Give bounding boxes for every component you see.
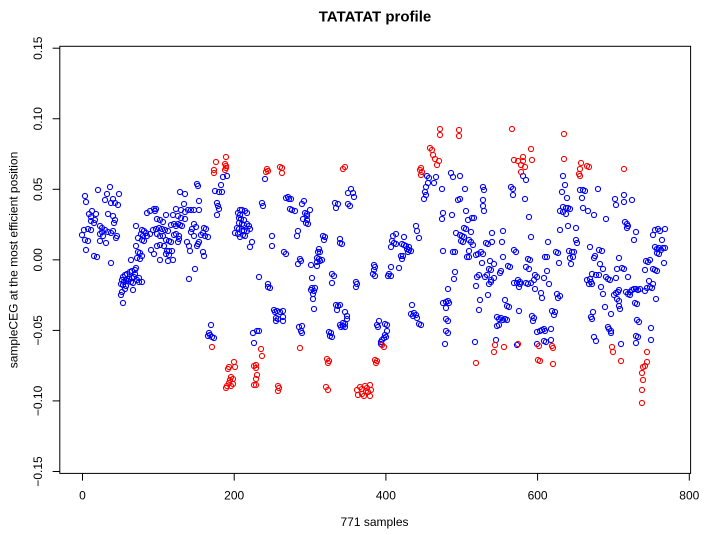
svg-text:0.00: 0.00	[31, 248, 45, 272]
svg-text:−0.15: −0.15	[31, 456, 45, 487]
svg-text:−0.05: −0.05	[31, 315, 45, 346]
svg-text:200: 200	[224, 489, 244, 503]
svg-text:sampleCEG at the most efficien: sampleCEG at the most efficient position	[7, 152, 21, 369]
svg-text:−0.10: −0.10	[31, 385, 45, 416]
svg-text:0.15: 0.15	[31, 36, 45, 60]
svg-text:800: 800	[679, 489, 699, 503]
svg-text:0.05: 0.05	[31, 177, 45, 201]
svg-text:0: 0	[79, 489, 86, 503]
svg-text:771 samples: 771 samples	[340, 515, 408, 529]
svg-text:TATATAT profile: TATATAT profile	[319, 9, 431, 26]
svg-text:600: 600	[528, 489, 548, 503]
svg-text:0.10: 0.10	[31, 107, 45, 131]
svg-text:400: 400	[376, 489, 396, 503]
